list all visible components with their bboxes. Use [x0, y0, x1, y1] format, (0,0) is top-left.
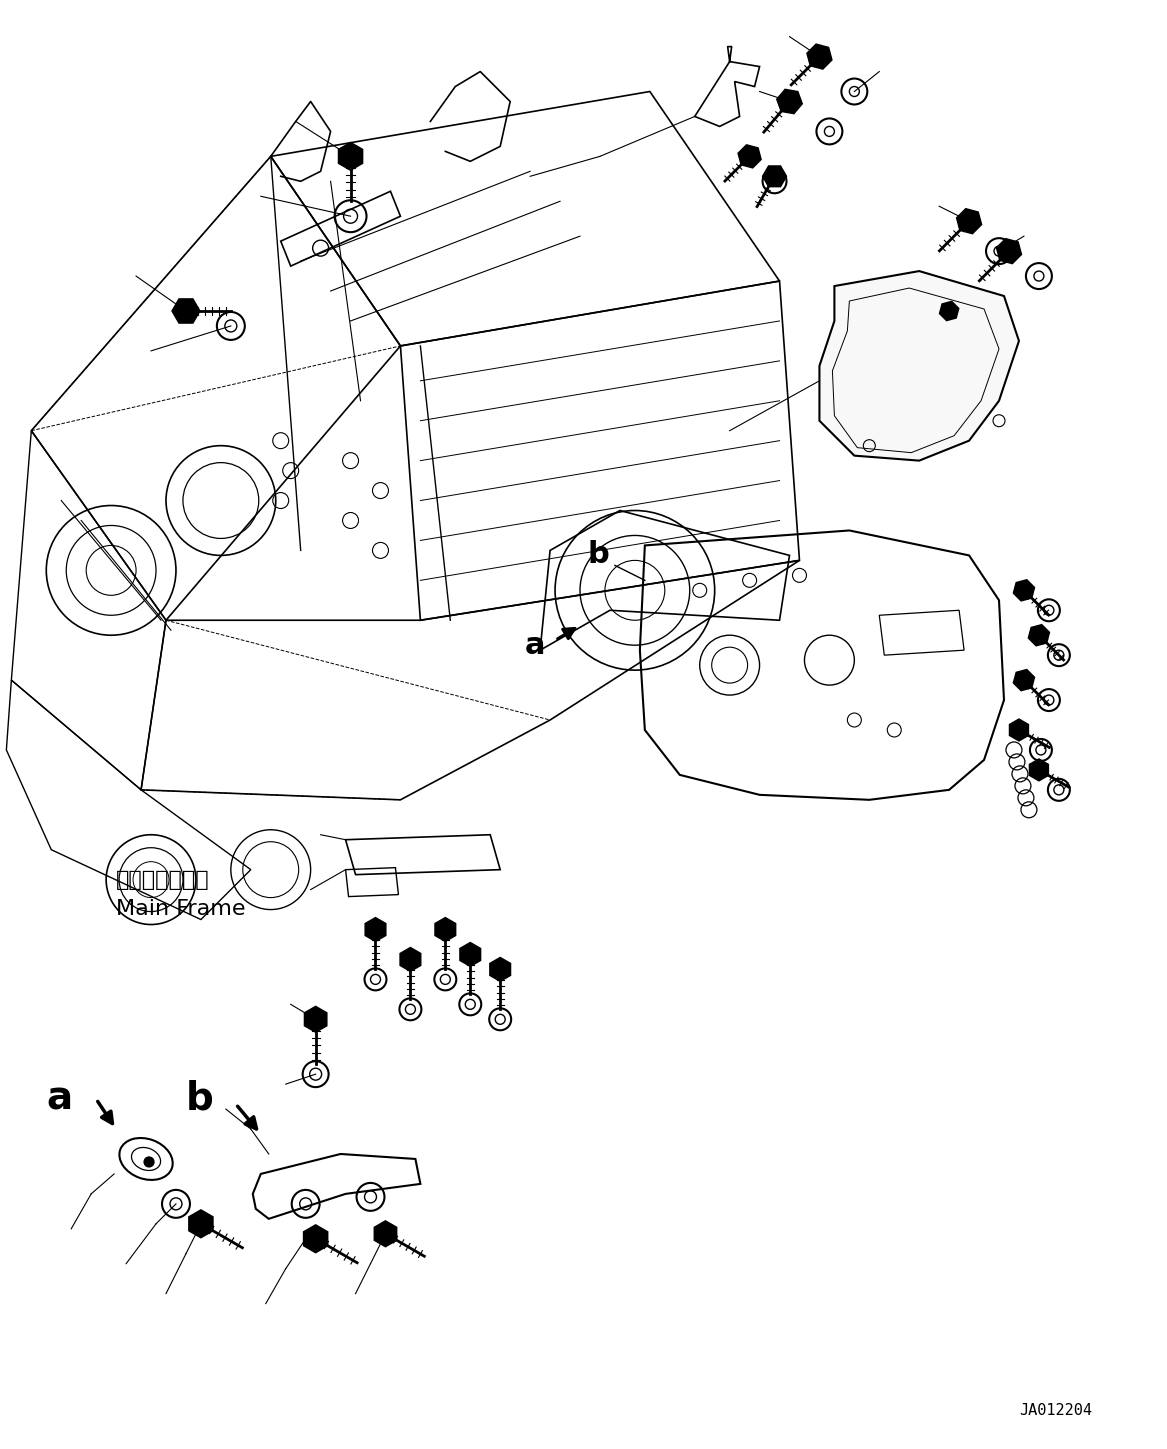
- Polygon shape: [303, 1224, 328, 1253]
- Polygon shape: [1013, 669, 1035, 691]
- Text: JA012204: JA012204: [1019, 1403, 1092, 1419]
- Polygon shape: [375, 1222, 397, 1246]
- Text: b: b: [587, 540, 609, 569]
- Polygon shape: [189, 1210, 214, 1237]
- Polygon shape: [806, 43, 832, 70]
- Polygon shape: [400, 948, 421, 971]
- Polygon shape: [435, 917, 455, 942]
- Polygon shape: [819, 271, 1019, 461]
- Polygon shape: [1009, 719, 1028, 740]
- Text: b: b: [186, 1080, 214, 1117]
- Polygon shape: [1029, 759, 1048, 781]
- Polygon shape: [738, 145, 761, 168]
- Polygon shape: [997, 239, 1021, 264]
- Polygon shape: [490, 958, 511, 981]
- Polygon shape: [957, 209, 981, 233]
- Text: a: a: [525, 630, 545, 659]
- Polygon shape: [1028, 625, 1049, 646]
- Polygon shape: [305, 1006, 327, 1032]
- Polygon shape: [172, 298, 200, 323]
- Polygon shape: [777, 90, 802, 113]
- Polygon shape: [338, 142, 363, 171]
- Text: メインフレーム
Main Frame: メインフレーム Main Frame: [116, 869, 245, 919]
- Polygon shape: [939, 301, 959, 320]
- Polygon shape: [460, 942, 481, 966]
- Polygon shape: [1013, 580, 1035, 601]
- Polygon shape: [762, 167, 787, 187]
- Text: a: a: [47, 1080, 72, 1117]
- Polygon shape: [365, 917, 386, 942]
- Circle shape: [144, 1156, 154, 1166]
